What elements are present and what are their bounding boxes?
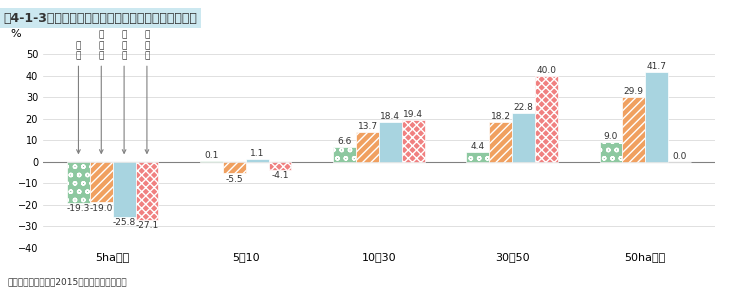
Text: 18.2: 18.2 (491, 112, 511, 121)
Text: 資料：農林水産省「2015年農林業センサス」: 資料：農林水産省「2015年農林業センサス」 (7, 277, 127, 286)
Text: 全
国: 全 国 (76, 41, 81, 153)
Text: 宮
城
県: 宮 城 県 (121, 31, 127, 153)
Text: 6.6: 6.6 (337, 137, 352, 146)
Text: -19.3: -19.3 (66, 204, 90, 213)
Text: -5.5: -5.5 (226, 175, 243, 184)
Bar (269, 162, 291, 171)
Bar (67, 162, 90, 203)
Bar (489, 123, 512, 162)
Bar (246, 159, 269, 162)
Bar (379, 122, 402, 162)
Y-axis label: %: % (11, 29, 21, 39)
Bar (223, 162, 246, 173)
Text: 13.7: 13.7 (358, 122, 377, 131)
Text: 福
島
県: 福 島 県 (145, 31, 150, 153)
Text: 22.8: 22.8 (514, 103, 534, 112)
Text: 19.4: 19.4 (403, 110, 423, 119)
Bar (623, 97, 645, 162)
Bar (466, 152, 489, 162)
Bar (112, 162, 136, 217)
Text: 0.1: 0.1 (204, 151, 219, 160)
Text: -19.0: -19.0 (90, 203, 113, 212)
Bar (512, 113, 535, 162)
Bar (334, 147, 356, 162)
Bar (645, 72, 668, 162)
Text: -25.8: -25.8 (112, 218, 136, 227)
Text: 29.9: 29.9 (624, 87, 644, 96)
Bar (599, 142, 623, 162)
Text: -27.1: -27.1 (135, 221, 158, 230)
Text: 9.0: 9.0 (604, 132, 618, 141)
Text: 18.4: 18.4 (380, 112, 400, 121)
Bar (90, 162, 112, 203)
Bar (356, 132, 379, 162)
Text: 40.0: 40.0 (537, 66, 556, 75)
Text: -4.1: -4.1 (272, 171, 289, 181)
Text: 41.7: 41.7 (647, 62, 666, 71)
Text: 岩
手
県: 岩 手 県 (99, 31, 104, 153)
Text: 1.1: 1.1 (250, 149, 264, 158)
Text: 図4-1-3　経営耕地面積規模別農業経営体数の増減率: 図4-1-3 経営耕地面積規模別農業経営体数の増減率 (4, 12, 198, 25)
Bar (535, 76, 558, 162)
Text: 4.4: 4.4 (471, 142, 485, 151)
Bar (136, 162, 158, 220)
Text: 0.0: 0.0 (672, 151, 687, 160)
Bar (402, 120, 425, 162)
